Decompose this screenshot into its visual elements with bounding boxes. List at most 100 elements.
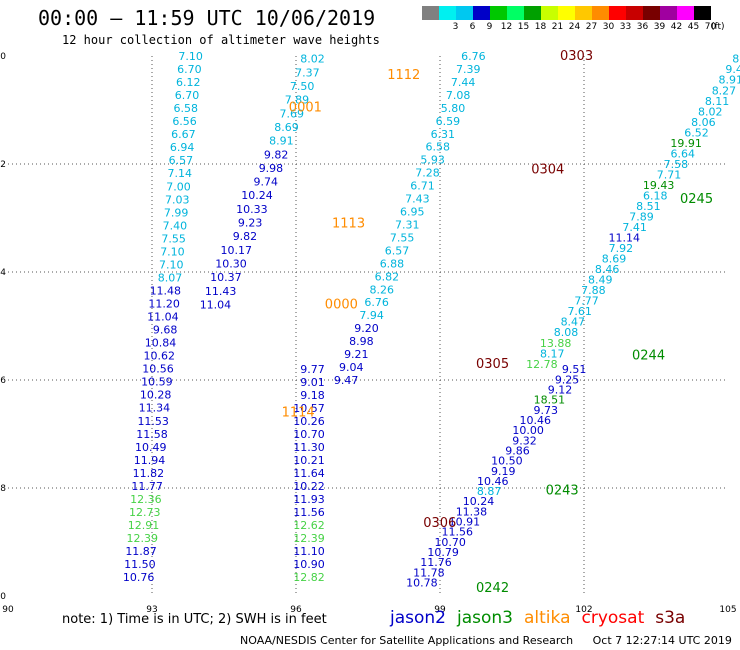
wave-height-label: 11.30 — [293, 441, 325, 454]
wave-height-label: 11.93 — [293, 493, 325, 506]
wave-height-label: 9.32 — [512, 434, 537, 447]
wave-height-label: 10.62 — [144, 350, 176, 363]
wave-height-label: 11.94 — [134, 454, 166, 467]
wave-height-label: 7.39 — [456, 63, 481, 76]
wave-height-label: 11.87 — [125, 545, 157, 558]
wave-height-label: 6.58 — [174, 102, 199, 115]
pass-time-label: 0243 — [546, 484, 579, 499]
wave-height-label: 6.76 — [364, 296, 389, 309]
wave-height-label: 9.82 — [233, 230, 258, 243]
x-tick-label: 93 — [146, 605, 157, 615]
wave-height-label: 6.58 — [425, 141, 450, 154]
wave-height-label: 9.20 — [354, 322, 379, 335]
scale-label: 6 — [469, 22, 476, 32]
wave-height-label: 11.10 — [293, 545, 325, 558]
wave-height-label: 11.82 — [133, 467, 165, 480]
wave-height-label: 10.46 — [477, 475, 509, 488]
wave-height-label: 11.34 — [139, 402, 171, 415]
pass-time-label: 0245 — [680, 192, 713, 207]
pass-time-label: 0244 — [632, 349, 665, 364]
scale-swatch — [422, 6, 439, 20]
legend-entry: jason2 — [390, 608, 446, 628]
pass-time-label: 0304 — [531, 162, 564, 177]
wave-height-label: 6.18 — [643, 189, 668, 202]
wave-height-label: 7.40 — [163, 219, 188, 232]
scale-label: 24 — [568, 22, 581, 32]
wave-height-label: 12.39 — [293, 532, 325, 545]
legend-entry: s3a — [655, 608, 686, 628]
wave-height-label: 12.78 — [526, 358, 558, 371]
wave-height-label: 7.00 — [166, 180, 191, 193]
wave-height-label: 11.78 — [413, 566, 445, 579]
wave-height-label: 10.78 — [406, 577, 438, 590]
scale-swatch — [541, 6, 558, 20]
wave-height-label: 11.14 — [609, 232, 641, 245]
wave-height-label: 12.82 — [293, 571, 325, 584]
x-tick-label: 99 — [434, 605, 446, 615]
wave-height-label: 11.20 — [148, 298, 180, 311]
scale-unit: (ft) — [711, 22, 725, 32]
scale-label: 15 — [517, 22, 530, 32]
wave-height-label: 6.82 — [375, 270, 400, 283]
scale-label: 45 — [687, 22, 700, 32]
y-tick-label: -38 — [0, 484, 6, 494]
y-tick-label: -36 — [0, 376, 6, 386]
wave-height-label: 6.71 — [410, 180, 435, 193]
wave-height-label: 11.58 — [136, 428, 168, 441]
wave-height-label: 7.89 — [285, 94, 310, 107]
wave-height-label: 9.74 — [254, 176, 279, 189]
wave-height-label: 8.17 — [540, 347, 565, 360]
wave-height-label: 9.12 — [548, 384, 573, 397]
wave-height-label: 8.06 — [691, 116, 716, 129]
chart-subtitle: 12 hour collection of altimeter wave hei… — [62, 33, 380, 47]
wave-height-label: 8.08 — [554, 326, 579, 339]
pass-time-label: 0306 — [423, 516, 456, 531]
scale-swatch — [473, 6, 490, 20]
wave-height-label: 9.98 — [259, 162, 284, 175]
pass-time-label: 1114 — [282, 405, 315, 420]
wave-height-label: 6.88 — [380, 257, 405, 270]
scale-label: 21 — [551, 22, 564, 32]
wave-height-label: 7.77 — [574, 295, 599, 308]
wave-height-label: 8.69 — [602, 253, 627, 266]
wave-height-label: 7.37 — [295, 66, 320, 79]
wave-height-label: 11.77 — [131, 480, 163, 493]
wave-height-label: 10.28 — [140, 389, 172, 402]
wave-height-label: 10.37 — [210, 271, 242, 284]
wave-height-label: 11.64 — [293, 467, 325, 480]
wave-height-label: 10.30 — [215, 257, 247, 270]
wave-height-label: 10.46 — [519, 414, 551, 427]
wave-height-label: 8.46 — [595, 263, 620, 276]
wave-height-label: 10.24 — [241, 189, 273, 202]
wave-height-label: 10.49 — [135, 441, 167, 454]
wave-height-label: 8.07 — [158, 271, 183, 284]
wave-height-label: 9.19 — [491, 465, 516, 478]
wave-height-label: 12.91 — [128, 519, 160, 532]
pass-time-label: 0303 — [560, 49, 593, 64]
wave-height-label: 6.59 — [436, 115, 461, 128]
wave-height-label: 12.39 — [127, 532, 159, 545]
wave-height-label: 7.43 — [405, 193, 430, 206]
credit-line: NOAA/NESDIS Center for Satellite Applica… — [240, 634, 740, 647]
wave-height-label: 7.44 — [451, 76, 476, 89]
wave-height-label: 7.10 — [178, 50, 203, 63]
wave-height-label: 7.94 — [359, 309, 384, 322]
wave-height-label: 12.73 — [129, 506, 161, 519]
wave-height-label: 6.94 — [170, 141, 195, 154]
scale-swatch — [643, 6, 660, 20]
wave-height-label: 7.92 — [609, 242, 634, 255]
wave-height-label: 10.21 — [293, 454, 325, 467]
pass-time-label: 0305 — [476, 357, 509, 372]
y-tick-label: -34 — [0, 268, 6, 278]
wave-height-label: 8.49 — [588, 274, 613, 287]
wave-height-label: 11.43 — [205, 285, 237, 298]
scale-swatch — [507, 6, 524, 20]
wave-height-label: 6.95 — [400, 206, 425, 219]
wave-height-label: 7.55 — [161, 232, 186, 245]
wave-height-label: 19.91 — [670, 137, 702, 150]
wave-height-label: 7.03 — [165, 193, 190, 206]
x-tick-label: 90 — [2, 605, 14, 615]
wave-height-label: 8.11 — [705, 95, 730, 108]
wave-height-label: 7.31 — [395, 218, 420, 231]
